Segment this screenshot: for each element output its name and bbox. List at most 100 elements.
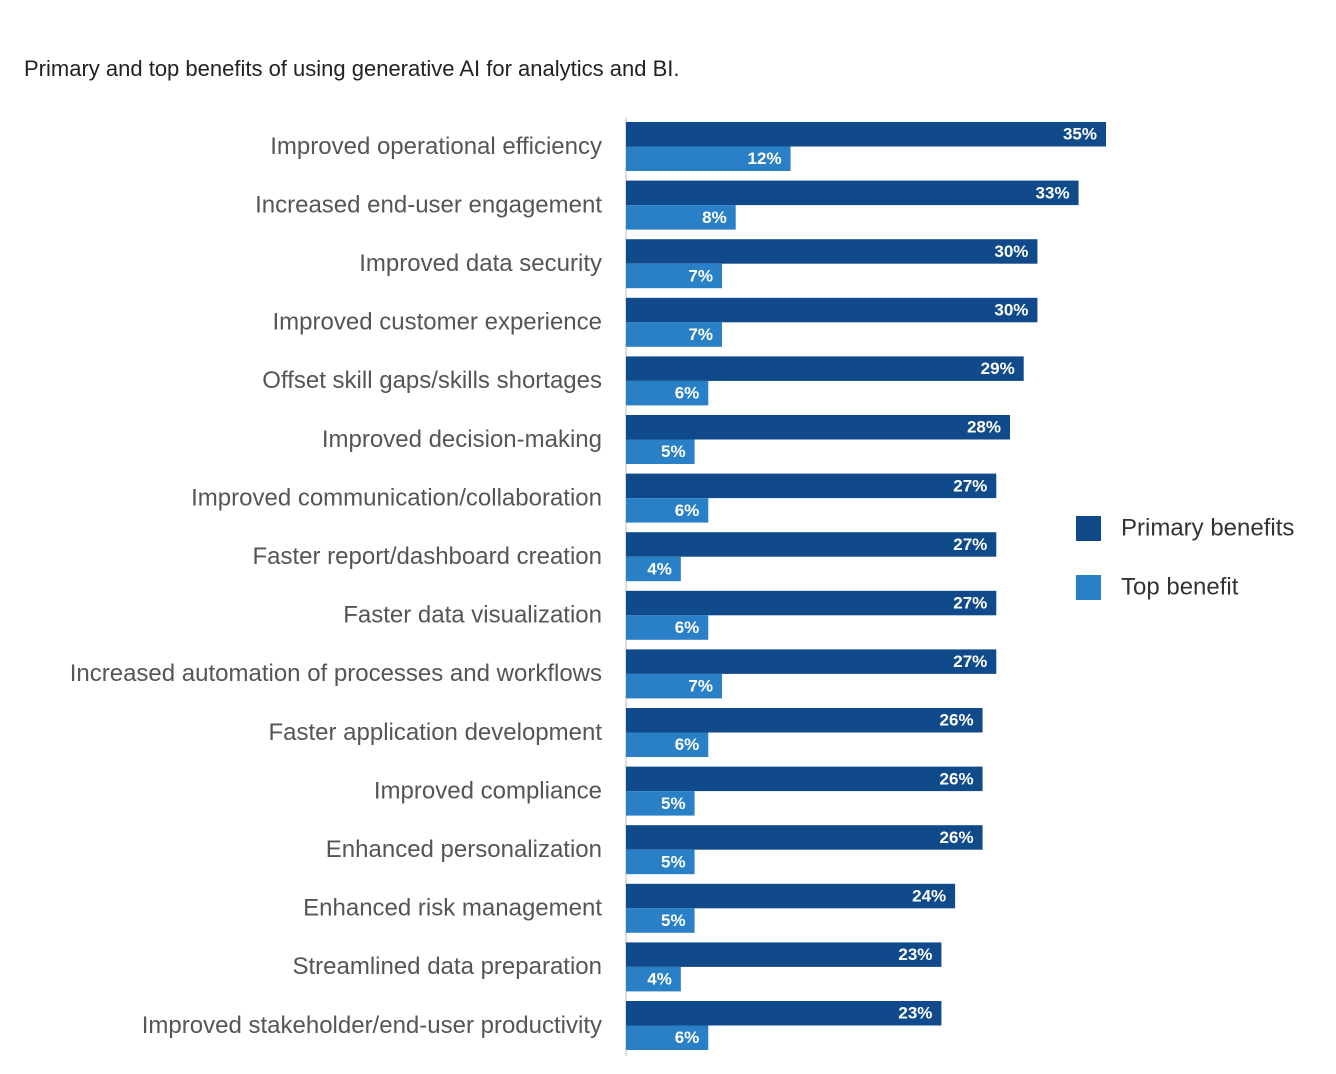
category-label: Improved stakeholder/end-user productivi…: [142, 1012, 602, 1039]
primary-benefit-bar: [626, 532, 997, 557]
category-label: Improved data security: [359, 250, 602, 277]
data-label: 23%: [898, 1004, 932, 1023]
category-row: Increased end-user engagement 33% 8%: [255, 180, 1079, 230]
data-label: 4%: [647, 559, 672, 578]
category-row: Enhanced personalization 26% 5%: [326, 825, 983, 875]
category-label: Improved operational efficiency: [270, 133, 602, 160]
category-row: Faster data visualization 27% 6%: [343, 590, 997, 640]
category-label: Faster report/dashboard creation: [252, 543, 602, 570]
data-label: 35%: [1063, 125, 1097, 144]
category-row: Improved data security 30% 7%: [359, 239, 1038, 289]
data-label: 6%: [675, 501, 700, 520]
data-label: 30%: [994, 301, 1028, 320]
category-row: Improved customer experience 30% 7%: [273, 297, 1038, 347]
category-row: Improved communication/collaboration 27% 6…: [191, 473, 997, 523]
category-label: Streamlined data preparation: [292, 953, 602, 980]
data-label: 8%: [702, 208, 727, 227]
legend: Primary benefits Top benefit: [1076, 514, 1294, 600]
category-row: Improved compliance 26% 5%: [374, 766, 983, 816]
primary-benefit-bar: [626, 415, 1010, 440]
data-label: 27%: [953, 652, 987, 671]
top-benefit-bar: [626, 966, 681, 992]
top-benefit-bar: [626, 908, 695, 933]
data-label: 5%: [661, 852, 686, 871]
legend-swatch: [1076, 575, 1101, 600]
top-benefit-bar: [626, 1025, 709, 1050]
primary-benefit-bar: [626, 590, 997, 616]
data-label: 26%: [940, 769, 974, 788]
data-label: 27%: [953, 535, 987, 554]
data-label: 26%: [940, 711, 974, 730]
category-label: Increased automation of processes and wo…: [70, 660, 602, 687]
primary-benefit-bar: [626, 883, 956, 909]
top-benefit-bar: [626, 439, 695, 464]
data-label: 27%: [953, 594, 987, 613]
top-benefit-bar: [626, 498, 709, 523]
primary-benefit-bar: [626, 122, 1106, 147]
top-benefit-bar: [626, 732, 709, 757]
legend-item: Top benefit: [1076, 573, 1239, 600]
data-label: 6%: [675, 618, 700, 637]
top-benefit-bar: [626, 791, 695, 816]
category-label: Increased end-user engagement: [255, 191, 602, 218]
primary-benefit-bar: [626, 825, 983, 850]
data-label: 5%: [661, 442, 686, 461]
primary-benefit-bar: [626, 1001, 942, 1026]
primary-benefit-bar: [626, 649, 997, 674]
data-label: 33%: [1036, 183, 1070, 202]
category-label: Improved compliance: [374, 777, 602, 804]
primary-benefit-bar: [626, 473, 997, 499]
primary-benefit-bar: [626, 180, 1079, 206]
top-benefit-bar: [626, 380, 709, 406]
data-label: 7%: [688, 677, 713, 696]
category-row: Faster report/dashboard creation 27% 4%: [252, 532, 997, 582]
primary-benefit-bar: [626, 766, 983, 792]
data-label: 23%: [898, 945, 932, 964]
primary-benefit-bar: [626, 239, 1038, 264]
primary-benefit-bar: [626, 708, 983, 733]
data-label: 6%: [675, 735, 700, 754]
top-benefit-bar: [626, 556, 681, 582]
primary-benefit-bar: [626, 942, 942, 967]
category-row: Improved operational efficiency 35% 12%: [270, 122, 1106, 171]
legend-item: Primary benefits: [1076, 514, 1294, 541]
primary-benefit-bar: [626, 297, 1038, 323]
top-benefit-bar: [626, 205, 736, 230]
legend-label: Primary benefits: [1121, 514, 1294, 541]
category-row: Increased automation of processes and wo…: [70, 649, 997, 699]
category-label: Enhanced personalization: [326, 836, 602, 863]
category-row: Streamlined data preparation 23% 4%: [292, 942, 942, 992]
category-row: Faster application development 26% 6%: [268, 708, 983, 757]
category-label: Offset skill gaps/skills shortages: [262, 367, 602, 394]
category-label: Enhanced risk management: [303, 895, 602, 922]
legend-swatch: [1076, 516, 1101, 541]
data-label: 5%: [661, 794, 686, 813]
data-label: 27%: [953, 476, 987, 495]
data-label: 24%: [912, 887, 946, 906]
category-row: Improved stakeholder/end-user productivi…: [142, 1001, 942, 1050]
top-benefit-bar: [626, 263, 722, 289]
category-label: Improved communication/collaboration: [191, 484, 602, 511]
top-benefit-bar: [626, 146, 791, 171]
data-label: 5%: [661, 911, 686, 930]
bars-layer: Improved operational efficiency 35% 12% Inc…: [70, 122, 1106, 1050]
category-label: Faster application development: [268, 719, 602, 746]
data-label: 7%: [688, 266, 713, 285]
category-label: Improved customer experience: [273, 309, 602, 336]
category-label: Improved decision-making: [322, 426, 602, 453]
data-label: 28%: [967, 418, 1001, 437]
legend-label: Top benefit: [1121, 573, 1239, 600]
data-label: 26%: [940, 828, 974, 847]
category-row: Improved decision-making 28% 5%: [322, 415, 1010, 464]
data-label: 7%: [688, 325, 713, 344]
category-label: Faster data visualization: [343, 602, 602, 629]
data-label: 30%: [994, 242, 1028, 261]
data-label: 29%: [981, 359, 1015, 378]
data-label: 12%: [748, 149, 782, 168]
top-benefit-bar: [626, 673, 722, 699]
chart-title: Primary and top benefits of using genera…: [24, 56, 680, 81]
data-label: 6%: [675, 384, 700, 403]
data-label: 6%: [675, 1028, 700, 1047]
data-label: 4%: [647, 970, 672, 989]
